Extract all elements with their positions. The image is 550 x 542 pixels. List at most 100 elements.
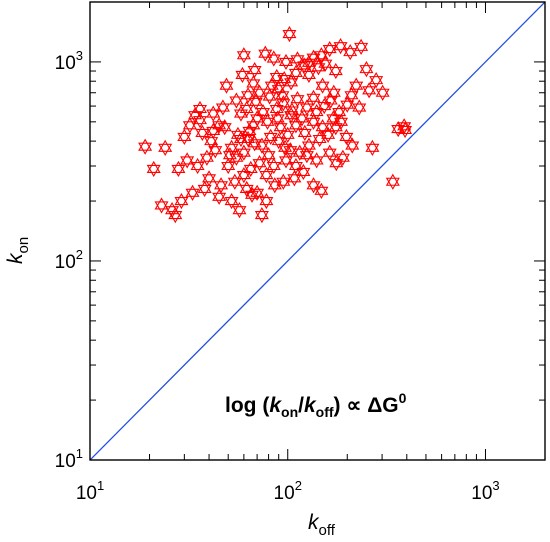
- annotation-text: log (kon/koff) ∝ ΔG0: [225, 390, 407, 420]
- data-point: [296, 163, 311, 181]
- data-point: [344, 87, 359, 104]
- data-point: [329, 155, 344, 172]
- data-point: [375, 84, 390, 101]
- data-point: [314, 182, 329, 199]
- data-point: [224, 192, 239, 210]
- data-point: [219, 77, 234, 94]
- data-point: [365, 139, 380, 156]
- data-point: [301, 137, 316, 154]
- plot-frame: [89, 1, 546, 461]
- data-point: [323, 92, 338, 109]
- x-tick-label: 101: [76, 478, 104, 504]
- data-point: [277, 70, 292, 88]
- data-point: [174, 192, 189, 210]
- data-point: [359, 61, 374, 78]
- x-axis-label: koff: [308, 511, 336, 539]
- data-point: [227, 173, 242, 190]
- data-point: [322, 144, 337, 161]
- x-tick-label: 102: [274, 478, 302, 504]
- data-point: [206, 105, 221, 122]
- data-point: [168, 206, 183, 224]
- data-point: [246, 75, 261, 92]
- data-point: [278, 152, 294, 169]
- data-point: [343, 44, 358, 61]
- data-point: [340, 96, 355, 113]
- data-point: [215, 99, 230, 116]
- data-point: [208, 142, 223, 159]
- data-point: [236, 166, 251, 184]
- data-point: [317, 97, 332, 115]
- data-point: [230, 126, 245, 143]
- data-point: [318, 55, 333, 72]
- y-tick-label: 102: [55, 247, 83, 273]
- data-point: [339, 128, 354, 146]
- data-point: [158, 139, 173, 156]
- data-point: [352, 99, 367, 116]
- data-point: [233, 130, 248, 148]
- data-point: [204, 133, 219, 150]
- data-point: [284, 74, 299, 91]
- x-tick-label: 103: [471, 478, 499, 504]
- data-point: [254, 137, 269, 154]
- data-point: [315, 77, 330, 94]
- data-point: [180, 152, 195, 169]
- data-point: [206, 122, 221, 140]
- data-point: [288, 157, 303, 175]
- data-point: [278, 53, 294, 71]
- data-point: [354, 38, 369, 55]
- data-point: [235, 66, 250, 84]
- data-point: [275, 87, 290, 104]
- y-tick-label: 101: [55, 446, 83, 472]
- data-point: [214, 177, 229, 194]
- data-point: [299, 99, 314, 116]
- data-point: [271, 81, 286, 98]
- data-point: [284, 107, 299, 124]
- data-point: [270, 110, 285, 127]
- data-point: [212, 188, 227, 205]
- data-point: [185, 184, 200, 201]
- data-point: [309, 152, 324, 169]
- data-point: [197, 180, 212, 198]
- data-point: [199, 149, 214, 166]
- data-point: [385, 173, 400, 190]
- data-point: [290, 51, 305, 68]
- data-point: [309, 103, 324, 121]
- data-point: [245, 186, 260, 203]
- data-point: [243, 160, 258, 178]
- data-point: [345, 137, 360, 154]
- data-point: [266, 50, 281, 67]
- data-point: [292, 144, 307, 161]
- data-point: [212, 117, 227, 134]
- data-point: [312, 130, 327, 148]
- data-point: [246, 117, 261, 134]
- data-point: [202, 170, 217, 187]
- data-point: [267, 177, 282, 194]
- data-point: [287, 170, 302, 187]
- data-point: [297, 124, 312, 141]
- data-point: [229, 92, 244, 109]
- data-point: [182, 117, 197, 134]
- data-point: [259, 192, 274, 210]
- data-point: [332, 103, 347, 121]
- data-point: [190, 157, 205, 175]
- data-point: [328, 62, 343, 80]
- data-point: [294, 110, 309, 127]
- data-point: [311, 59, 326, 76]
- data-point: [254, 206, 269, 224]
- data-point: [177, 128, 192, 146]
- reference-line: [90, 2, 545, 460]
- data-point: [221, 157, 236, 175]
- data-point: [241, 87, 256, 104]
- data-point: [362, 82, 377, 99]
- data-point: [297, 57, 312, 74]
- data-point: [256, 103, 271, 121]
- data-point: [398, 121, 413, 139]
- y-tick-label: 103: [55, 48, 83, 74]
- data-point: [236, 47, 251, 64]
- data-point: [301, 66, 316, 84]
- data-point: [266, 157, 281, 175]
- data-point: [333, 38, 348, 55]
- data-point: [290, 91, 305, 108]
- data-point: [262, 88, 277, 105]
